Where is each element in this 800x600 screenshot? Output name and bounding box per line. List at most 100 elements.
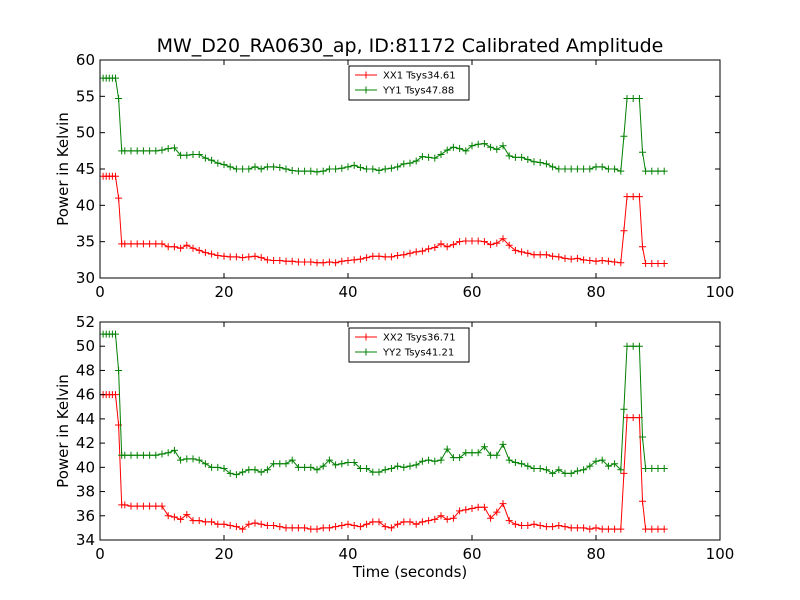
bottom-marker-yy-53 bbox=[406, 462, 414, 470]
bottom-marker-xx-36 bbox=[301, 524, 309, 532]
bottom-marker-yy-18 bbox=[189, 455, 197, 463]
bottom-marker-yy-62 bbox=[462, 449, 470, 457]
top-marker-xx-88 bbox=[620, 227, 628, 235]
bottom-marker-yy-49 bbox=[381, 466, 389, 474]
bottom-marker-xx-67 bbox=[493, 508, 501, 516]
top-marker-yy-10 bbox=[139, 147, 147, 155]
top-marker-yy-62 bbox=[462, 147, 470, 155]
top-ytick-label: 45 bbox=[76, 160, 95, 178]
bottom-marker-yy-50 bbox=[387, 465, 395, 473]
bottom-marker-yy-63 bbox=[468, 449, 476, 457]
top-marker-yy-15 bbox=[170, 144, 178, 152]
bottom-marker-xx-35 bbox=[294, 524, 302, 532]
bottom-marker-yy-38 bbox=[313, 466, 321, 474]
bottom-marker-yy-35 bbox=[294, 463, 302, 471]
bottom-marker-xx-89 bbox=[623, 414, 631, 422]
top-marker-xx-11 bbox=[146, 240, 154, 248]
top-marker-xx-21 bbox=[208, 250, 216, 258]
bottom-marker-xx-50 bbox=[387, 524, 395, 532]
bottom-marker-xx-70 bbox=[511, 520, 519, 528]
bottom-ytick-label: 46 bbox=[76, 386, 95, 404]
bottom-marker-xx-93 bbox=[642, 525, 650, 533]
top-marker-xx-66 bbox=[487, 241, 495, 249]
top-marker-xx-43 bbox=[344, 257, 352, 265]
bottom-subplot: 0 20 40 60 80 100 34 36 38 40 42 44 46 48 50 52 Power in… bbox=[54, 313, 734, 581]
top-legend-marker bbox=[362, 86, 370, 94]
bottom-marker-xx-37 bbox=[307, 525, 315, 533]
top-marker-yy-57 bbox=[431, 154, 439, 162]
bottom-marker-xx-79 bbox=[567, 524, 575, 532]
bottom-xtick-label: 40 bbox=[338, 545, 357, 563]
top-marker-xx-87 bbox=[617, 259, 625, 267]
bottom-marker-xx-22 bbox=[214, 520, 222, 528]
top-marker-yy-86 bbox=[611, 165, 619, 173]
bottom-legend-marker bbox=[362, 333, 370, 341]
bottom-marker-xx-16 bbox=[177, 515, 185, 523]
top-legend: XX1 Tsys34.61 YY1 Tsys47.88 bbox=[348, 65, 470, 101]
bottom-marker-xx-48 bbox=[375, 518, 383, 526]
top-marker-yy-67 bbox=[493, 145, 501, 153]
bottom-marker-xx-87 bbox=[617, 525, 625, 533]
bottom-legend-label: XX2 Tsys36.71 bbox=[383, 333, 456, 344]
bottom-marker-yy-77 bbox=[555, 466, 563, 474]
bottom-marker-yy-58 bbox=[437, 456, 445, 464]
top-marker-xx-69 bbox=[505, 241, 513, 249]
bottom-marker-xx-61 bbox=[456, 507, 464, 515]
bottom-marker-xx-57 bbox=[431, 515, 439, 523]
bottom-marker-xx-27 bbox=[245, 520, 253, 528]
top-marker-xx-64 bbox=[474, 237, 482, 245]
top-marker-yy-43 bbox=[344, 163, 352, 171]
bottom-marker-yy-92 bbox=[639, 433, 646, 441]
bottom-marker-xx-72 bbox=[524, 521, 532, 529]
bottom-marker-yy-13 bbox=[158, 450, 166, 458]
top-marker-xx-26 bbox=[239, 254, 247, 262]
top-marker-yy-77 bbox=[555, 165, 563, 173]
top-marker-xx-84 bbox=[598, 257, 606, 265]
top-marker-yy-52 bbox=[400, 160, 408, 168]
bottom-marker-yy-43 bbox=[344, 458, 352, 466]
bottom-marker-yy-60 bbox=[449, 454, 457, 462]
top-marker-yy-14 bbox=[164, 145, 172, 153]
bottom-xtick-label: 80 bbox=[586, 545, 605, 563]
bottom-marker-yy-65 bbox=[480, 443, 488, 451]
top-marker-yy-28 bbox=[251, 163, 259, 171]
bottom-marker-yy-21 bbox=[208, 463, 216, 471]
top-marker-xx-31 bbox=[270, 257, 278, 265]
bottom-marker-xx-78 bbox=[561, 523, 569, 531]
top-marker-yy-49 bbox=[381, 165, 389, 173]
top-marker-yy-74 bbox=[536, 158, 544, 166]
top-marker-xx-23 bbox=[220, 252, 228, 260]
bottom-marker-yy-86 bbox=[611, 460, 619, 468]
top-marker-yy-23 bbox=[220, 161, 228, 169]
bottom-marker-xx-40 bbox=[325, 524, 333, 532]
bottom-marker-xx-90 bbox=[629, 414, 637, 422]
bottom-marker-yy-20 bbox=[201, 460, 209, 468]
bottom-marker-xx-54 bbox=[412, 520, 420, 528]
top-marker-xx-27 bbox=[245, 253, 253, 261]
top-marker-xx-22 bbox=[214, 251, 222, 259]
top-marker-yy-34 bbox=[288, 166, 296, 174]
bottom-marker-xx-10 bbox=[139, 502, 147, 510]
top-marker-yy-88 bbox=[620, 132, 628, 140]
top-marker-xx-59 bbox=[443, 243, 451, 251]
bottom-marker-xx-18 bbox=[189, 517, 197, 525]
bottom-marker-yy-66 bbox=[487, 451, 495, 459]
top-marker-yy-42 bbox=[338, 164, 346, 172]
top-marker-xx-30 bbox=[263, 256, 271, 264]
top-marker-xx-41 bbox=[332, 259, 340, 267]
top-marker-xx-10 bbox=[139, 240, 147, 248]
top-marker-yy-47 bbox=[369, 165, 377, 173]
bottom-marker-yy-87 bbox=[617, 466, 625, 474]
bottom-marker-yy-27 bbox=[245, 466, 253, 474]
top-marker-xx-74 bbox=[536, 251, 544, 259]
top-ytick-label: 35 bbox=[76, 233, 95, 251]
top-marker-xx-36 bbox=[301, 258, 309, 266]
top-marker-xx-85 bbox=[604, 257, 612, 265]
top-marker-yy-72 bbox=[524, 156, 532, 164]
bottom-marker-yy-4 bbox=[112, 330, 119, 338]
top-marker-yy-89 bbox=[623, 95, 631, 103]
bottom-marker-yy-72 bbox=[524, 462, 532, 470]
top-marker-xx-15 bbox=[170, 243, 178, 251]
bottom-marker-yy-16 bbox=[177, 456, 185, 464]
